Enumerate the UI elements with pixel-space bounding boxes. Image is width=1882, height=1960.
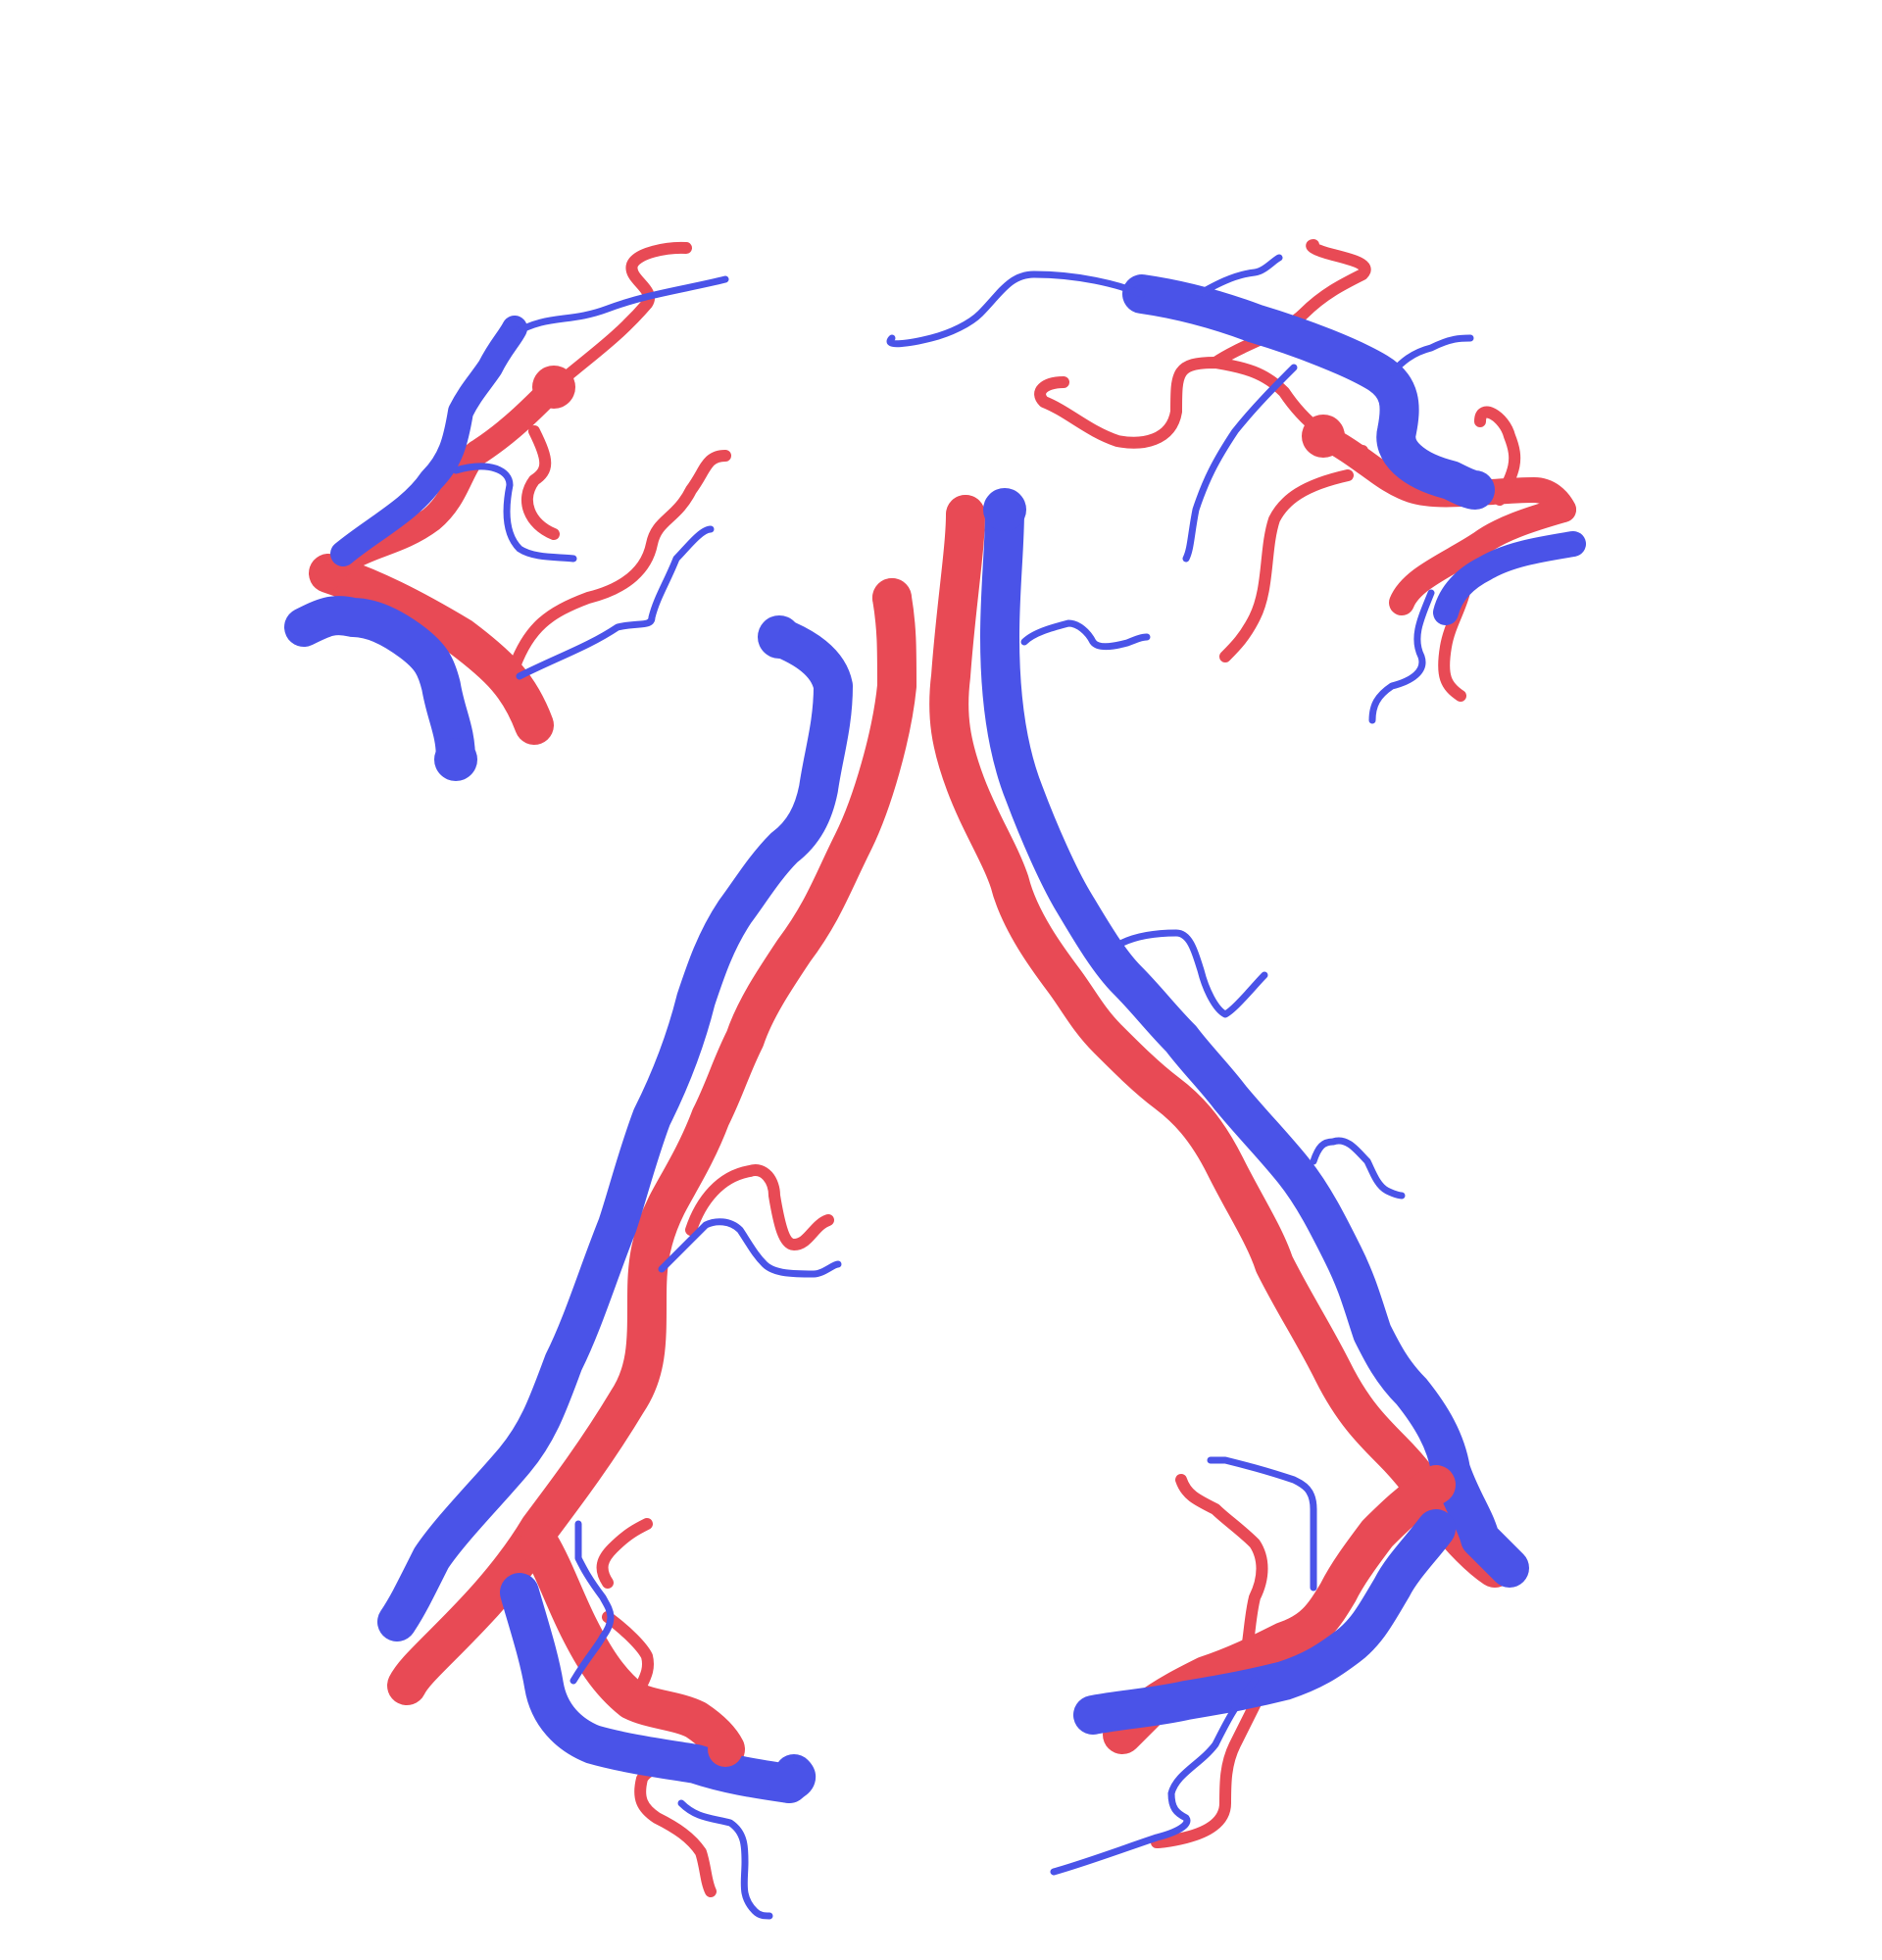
vein-end-cap xyxy=(758,615,801,659)
upper-left-vein-upper-branch xyxy=(511,275,729,337)
upper-right-vein-small-branch xyxy=(1368,589,1435,724)
upper-right-artery-lower-branch xyxy=(1219,469,1354,662)
upper-left-artery-loop xyxy=(520,425,560,540)
right-mid-vein-branch xyxy=(1118,929,1268,1018)
vein-end-cap xyxy=(983,488,1026,531)
right-lower-vein-branch xyxy=(1310,1137,1406,1200)
artery-end-cap xyxy=(708,1732,743,1767)
upper-right-vein-right-branch xyxy=(1388,334,1474,376)
upper-left-artery-main xyxy=(309,554,554,745)
lower-right-artery-upper-branch xyxy=(1175,1474,1268,1667)
vein-end-cap xyxy=(769,1764,809,1803)
artery-end-cap xyxy=(532,366,575,409)
upper-left-vein-lateral-branch xyxy=(516,525,715,680)
right-descending-vein xyxy=(980,490,1529,1588)
lower-right-vessel-cluster xyxy=(1050,1456,1456,1876)
lower-right-vein-upper-branch xyxy=(1207,1456,1317,1592)
upper-left-vein-main xyxy=(284,596,475,779)
right-descending-artery xyxy=(929,495,1514,1588)
upper-right-vein-lower-branch xyxy=(1182,364,1298,563)
upper-right-vessel-cluster xyxy=(886,239,1586,724)
upper-right-vein-descending xyxy=(1433,531,1586,625)
lower-left-artery-upper-branch xyxy=(596,1518,653,1589)
upper-right-vein-upper-branch xyxy=(1187,254,1283,303)
upper-left-artery-lateral-branch xyxy=(509,450,731,672)
central-vessel-pair xyxy=(377,490,1529,1705)
upper-right-vein-main xyxy=(1122,274,1495,510)
lower-left-artery-main xyxy=(520,1524,745,1769)
vein-end-cap xyxy=(434,738,477,781)
lower-left-vein-upper-branch xyxy=(570,1520,615,1685)
artery-end-cap xyxy=(872,578,912,617)
artery-end-cap xyxy=(1302,415,1345,458)
upper-left-artery-upper-branch xyxy=(548,241,692,393)
upper-right-artery-descending xyxy=(1389,497,1576,615)
artery-end-cap xyxy=(946,495,985,534)
upper-left-vein-ascending xyxy=(330,316,527,566)
lower-right-artery-lower-branch xyxy=(1151,1670,1275,1848)
left-descending-vein xyxy=(377,617,853,1642)
left-mid-artery-branch xyxy=(685,1164,834,1250)
vessel-end-caps xyxy=(434,366,1345,1803)
left-mid-vein-branch xyxy=(658,1218,842,1278)
lower-left-vessel-cluster xyxy=(500,1518,816,1920)
lower-right-vein-main xyxy=(1073,1509,1456,1735)
right-upper-vein-branch xyxy=(1020,619,1151,651)
upper-left-vessel-cluster xyxy=(284,241,731,779)
upper-left-vein-loop xyxy=(452,463,577,563)
upper-right-artery-hook xyxy=(1474,406,1521,506)
lower-right-vein-lower-branch xyxy=(1050,1677,1259,1876)
lower-left-vein-lower-branch xyxy=(677,1799,773,1920)
upper-right-vein-left-branch xyxy=(886,270,1146,348)
lower-left-artery-loop xyxy=(602,1611,654,1706)
upper-right-artery-left-loop xyxy=(1034,357,1368,457)
